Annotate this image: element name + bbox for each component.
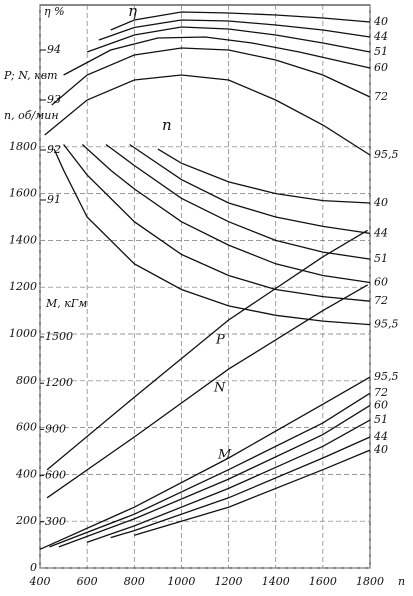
y-tick-label: 400: [15, 467, 37, 480]
curve: [63, 144, 371, 302]
series-label: 44: [373, 430, 388, 443]
y-axis-label: P; N, квт: [3, 69, 58, 82]
curve: [58, 404, 371, 548]
curve: [46, 284, 368, 499]
series-label: 95,5: [374, 370, 399, 383]
y-tick-label: 600: [16, 421, 37, 434]
x-tick-label: 1000: [167, 575, 195, 588]
series-label: 72: [374, 294, 388, 307]
y-tick-label: 1400: [9, 233, 37, 246]
y-tick-label: 800: [16, 374, 37, 387]
series-label: 95,5: [374, 148, 399, 161]
x-tick-label: 1400: [262, 575, 290, 588]
curve: [86, 419, 371, 543]
series-label: 60: [374, 61, 388, 74]
curve: [63, 36, 371, 76]
curve: [49, 392, 371, 548]
curve: [98, 19, 371, 41]
series-label: 95,5: [374, 318, 399, 331]
y-tick-label: 1800: [9, 140, 37, 153]
x-tick-label: 800: [124, 575, 145, 588]
series-label: 72: [374, 90, 388, 103]
eta-axis-label: η %: [44, 5, 65, 18]
y-tick-label: 1600: [9, 187, 37, 200]
m-tick-label: 1500: [45, 330, 73, 343]
curve: [157, 148, 371, 204]
series-label: 40: [373, 196, 388, 209]
series-label: 72: [374, 386, 388, 399]
x-tick-label: 1800: [356, 575, 384, 588]
y-tick-label: 1000: [9, 327, 37, 340]
curve: [134, 449, 371, 536]
eta-tick-label: 94: [47, 43, 61, 56]
curve: [44, 74, 371, 156]
series-label: 44: [373, 226, 388, 239]
curve: [110, 11, 371, 31]
series-label: 51: [374, 45, 388, 58]
x-tick-label: 1200: [215, 575, 243, 588]
y-axis-label-2: n, об/мин: [4, 109, 59, 122]
m-tick-label: 1200: [45, 376, 73, 389]
eta-tick-label: 93: [47, 93, 61, 106]
curve: [86, 26, 371, 53]
eta-tick-label: 91: [47, 193, 61, 206]
x-axis-label: n: [398, 575, 405, 588]
annotation: P: [215, 333, 225, 348]
y-tick-label: 200: [15, 514, 37, 527]
curve: [81, 144, 371, 284]
series-label: 60: [374, 398, 388, 411]
curve: [39, 376, 371, 550]
series-label: 60: [374, 276, 388, 289]
m-tick-label: 600: [45, 469, 66, 482]
curve: [46, 229, 368, 471]
y-tick-label: 0: [30, 561, 37, 574]
series-label: 51: [374, 252, 388, 265]
curve: [129, 143, 371, 235]
m-tick-label: 300: [45, 515, 66, 528]
plot-frame: [39, 4, 371, 569]
curve: [51, 47, 371, 106]
curve: [53, 148, 371, 326]
y-tick-label: 1200: [9, 280, 37, 293]
x-tick-label: 400: [29, 575, 51, 588]
annotation: N: [213, 381, 226, 396]
series-label: 51: [374, 413, 388, 426]
annotation: η: [128, 2, 137, 20]
series-label: 40: [373, 15, 388, 28]
x-tick-label: 600: [77, 575, 98, 588]
x-tick-label: 1600: [309, 575, 337, 588]
curve: [105, 143, 371, 260]
series-label: 44: [373, 30, 388, 43]
m-axis-label: M, кГм: [45, 297, 87, 310]
m-tick-label: 900: [45, 422, 66, 435]
curve: [110, 436, 371, 539]
annotation: n: [162, 116, 172, 134]
series-label: 40: [373, 443, 388, 456]
